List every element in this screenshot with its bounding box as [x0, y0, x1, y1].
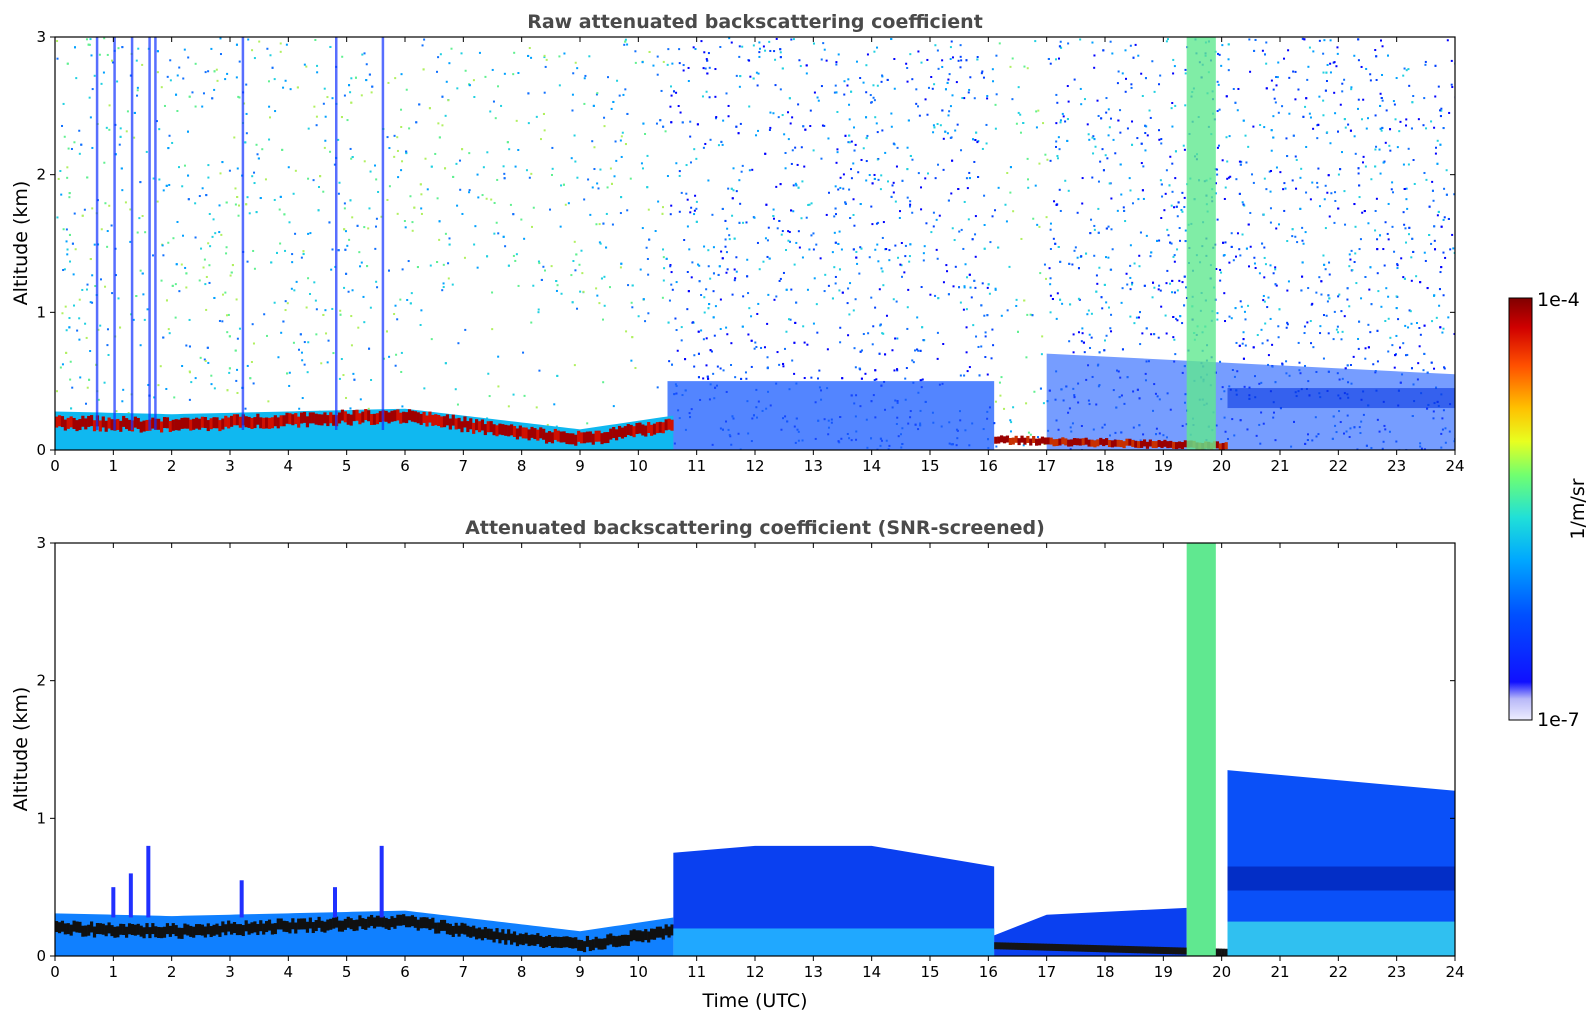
- x-tick-label: 7: [459, 457, 469, 475]
- fog-band: [994, 435, 1228, 450]
- panel-title-raw: Raw attenuated backscattering coefficien…: [527, 11, 983, 33]
- precipitation-column: [1186, 37, 1216, 450]
- x-tick-label: 16: [979, 457, 998, 475]
- y-axis-label-screened: Altitude (km): [10, 687, 32, 812]
- x-tick-label: 23: [1387, 457, 1406, 475]
- y-tick-label: 0: [36, 441, 46, 459]
- x-tick-label: 12: [745, 457, 764, 475]
- y-tick-label: 1: [36, 303, 46, 321]
- y-axis-screened: 0 1 2 3: [36, 534, 1455, 965]
- x-tick-label: 24: [1445, 963, 1464, 981]
- screened-surface-layer: [673, 928, 995, 956]
- x-tick-label: 10: [629, 963, 648, 981]
- x-tick-label: 0: [50, 457, 60, 475]
- x-tick-label: 15: [920, 963, 939, 981]
- x-tick-label: 4: [284, 963, 294, 981]
- x-tick-label: 0: [50, 963, 60, 981]
- x-tick-label: 9: [575, 963, 585, 981]
- y-axis-label-raw: Altitude (km): [10, 181, 32, 306]
- x-axis-raw: 0 1 2 3 4 5 6 7 8 9 10 11 12 13 14 15 16 17 18 19 20 21 22 23 24: [50, 37, 1465, 475]
- x-tick-label: 6: [400, 963, 410, 981]
- x-tick-label: 13: [804, 457, 823, 475]
- colorbar-max-label: 1e-4: [1537, 289, 1580, 311]
- screened-fog-band: [994, 942, 1228, 956]
- x-tick-label: 11: [687, 457, 706, 475]
- y-tick-label: 0: [36, 947, 46, 965]
- x-tick-label: 6: [400, 457, 410, 475]
- x-tick-label: 9: [575, 457, 585, 475]
- y-tick-label: 3: [36, 28, 46, 46]
- heatmap-raw: [55, 37, 1455, 450]
- x-tick-label: 21: [1270, 963, 1289, 981]
- panel-raw: Raw attenuated backscattering coefficien…: [10, 11, 1465, 475]
- y-axis-raw: 0 1 2 3: [36, 28, 1455, 459]
- x-tick-label: 22: [1329, 963, 1348, 981]
- y-tick-label: 2: [36, 672, 46, 690]
- x-tick-label: 10: [629, 457, 648, 475]
- saturated-band: [55, 914, 674, 953]
- colorbar-min-label: 1e-7: [1537, 709, 1580, 731]
- x-tick-label: 8: [517, 963, 527, 981]
- colorbar-unit-label: 1/m/sr: [1567, 478, 1589, 539]
- colorbar-gradient: [1508, 297, 1533, 721]
- x-tick-label: 19: [1154, 457, 1173, 475]
- x-tick-label: 1: [109, 457, 119, 475]
- x-tick-label: 14: [862, 963, 881, 981]
- x-tick-label: 4: [284, 457, 294, 475]
- x-tick-label: 8: [517, 457, 527, 475]
- x-tick-label: 7: [459, 963, 469, 981]
- screened-precipitation-column: [1186, 543, 1216, 956]
- x-tick-label: 17: [1037, 963, 1056, 981]
- x-tick-label: 17: [1037, 457, 1056, 475]
- plume-spikes: [111, 845, 384, 918]
- x-tick-label: 18: [1095, 457, 1114, 475]
- boundary-layer-block: [667, 381, 995, 450]
- x-tick-label: 22: [1329, 457, 1348, 475]
- x-tick-label: 15: [920, 457, 939, 475]
- plume-streaks: [95, 37, 385, 430]
- x-tick-label: 2: [167, 457, 177, 475]
- x-tick-label: 1: [109, 963, 119, 981]
- x-tick-label: 21: [1270, 457, 1289, 475]
- screened-surface-night: [1227, 921, 1455, 956]
- x-tick-label: 11: [687, 963, 706, 981]
- strong-backscatter-band: [55, 409, 674, 446]
- x-axis-screened: 0 1 2 3 4 5 6 7 8 9 10 11 12 13 14 15 16 17 18 19 20 21 22 23 24: [50, 543, 1465, 981]
- x-tick-label: 3: [225, 457, 235, 475]
- colorbar: 1e-4 1e-7 1/m/sr: [1508, 289, 1589, 731]
- panel-title-screened: Attenuated backscattering coefficient (S…: [465, 517, 1045, 539]
- x-tick-label: 5: [342, 963, 352, 981]
- y-tick-label: 3: [36, 534, 46, 552]
- screened-night-layer: [1227, 770, 1455, 956]
- y-tick-label: 1: [36, 809, 46, 827]
- x-tick-label: 24: [1445, 457, 1464, 475]
- screened-residual-layer: [1227, 866, 1455, 891]
- x-tick-label: 12: [745, 963, 764, 981]
- x-tick-label: 23: [1387, 963, 1406, 981]
- y-tick-label: 2: [36, 166, 46, 184]
- x-tick-label: 3: [225, 963, 235, 981]
- x-tick-label: 14: [862, 457, 881, 475]
- x-tick-label: 2: [167, 963, 177, 981]
- x-tick-label: 20: [1212, 963, 1231, 981]
- x-tick-label: 13: [804, 963, 823, 981]
- x-tick-label: 20: [1212, 457, 1231, 475]
- heatmap-screened: [55, 543, 1455, 956]
- x-tick-label: 19: [1154, 963, 1173, 981]
- panel-screened: Attenuated backscattering coefficient (S…: [10, 517, 1465, 1012]
- x-tick-label: 5: [342, 457, 352, 475]
- residual-layer: [1227, 388, 1455, 409]
- x-tick-label: 18: [1095, 963, 1114, 981]
- x-tick-label: 16: [979, 963, 998, 981]
- x-axis-label: Time (UTC): [701, 990, 807, 1012]
